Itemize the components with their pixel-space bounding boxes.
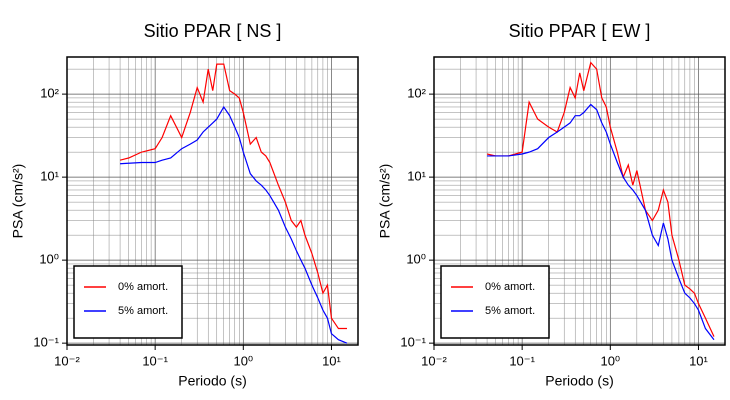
x-tick-label: 10⁻² [421,353,447,368]
x-tick-label: 10⁻¹ [142,353,168,368]
legend-label: 0% amort. [485,281,535,293]
y-tick-label: 10¹ [407,169,426,184]
series-line [486,61,715,337]
series-line [120,105,348,344]
y-axis-label: PSA (cm/s²) [10,164,26,239]
x-tick-label: 10⁻² [54,353,80,368]
series-line [487,103,715,341]
y-tick-label: 10⁻¹ [400,335,426,350]
plot-frame [433,56,726,346]
y-tick-label: 10² [407,86,426,101]
legend-label: 5% amort. [485,305,535,317]
plot-frame [66,56,359,346]
x-tick-label: 10⁰ [600,353,620,368]
y-tick-label: 10⁰ [406,252,426,267]
y-tick-label: 10¹ [40,169,59,184]
y-axis-label: PSA (cm/s²) [377,164,393,239]
series-line [119,63,347,330]
x-axis-label: Periodo (s) [545,373,613,389]
x-axis-label: Periodo (s) [178,373,246,389]
legend-label: 5% amort. [118,305,168,317]
legend-box [440,265,550,339]
legend-label: 0% amort. [118,281,168,293]
legend-box [73,265,183,339]
y-tick-label: 10² [40,86,59,101]
x-tick-label: 10¹ [322,353,341,368]
panel: Sitio PPAR [ EW ] 10⁻² 10⁻¹ 10⁰ 10¹ 10⁻¹ 10⁰ 10… [377,21,726,389]
y-tick-label: 10⁻¹ [33,335,59,350]
x-tick-label: 10¹ [689,353,708,368]
x-tick-label: 10⁻¹ [509,353,535,368]
x-tick-label: 10⁰ [233,353,253,368]
chart-title: Sitio PPAR [ EW ] [509,21,651,41]
y-tick-label: 10⁰ [39,252,59,267]
panel: Sitio PPAR [ NS ] 10⁻² 10⁻¹ 10⁰ 10¹ 10⁻¹ 10⁰ 10… [10,21,359,389]
chart-title: Sitio PPAR [ NS ] [144,21,282,41]
